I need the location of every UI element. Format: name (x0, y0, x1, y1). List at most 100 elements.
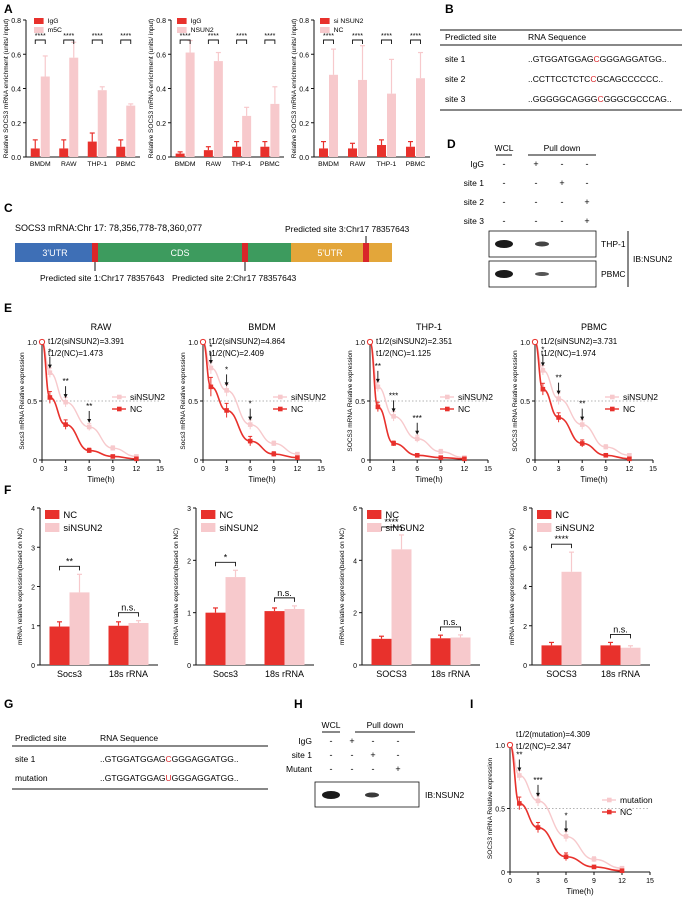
condition-label: IgG (470, 159, 484, 169)
condition-mark: - (561, 197, 564, 207)
data-point-sinsun2 (556, 396, 561, 401)
bar-igg (260, 146, 270, 157)
significance-arrowhead (47, 364, 52, 369)
legend-label: NSUN2 (191, 27, 214, 34)
bar-nc (416, 78, 425, 157)
table-header-site: Predicted site (445, 32, 497, 42)
panel-label-c: C (4, 201, 13, 215)
y-tick-label: 6 (353, 506, 357, 513)
y-axis-label: mRNA relative expression(based on NC) (339, 528, 346, 645)
x-tick-label: Socs3 (213, 669, 238, 679)
y-tick-label: 0 (523, 663, 527, 670)
legend-label: siNSUN2 (130, 392, 165, 402)
bar-igg (59, 148, 69, 157)
x-tick-label: PBMC (260, 161, 280, 168)
data-point-mutation (563, 834, 569, 839)
y-tick-label: 2 (187, 558, 191, 565)
chart-title: THP-1 (416, 322, 442, 332)
legend-label: siNSUN2 (63, 523, 102, 534)
significance-label: * (541, 345, 544, 354)
x-tick-label: 3 (557, 466, 561, 473)
data-point-nc (591, 864, 597, 870)
d-blot-label-thp1: THP-1 (601, 239, 626, 249)
g-table-header-site: Predicted site (15, 733, 67, 743)
y-tick-label: 0.8 (156, 18, 166, 25)
significance-label: **** (63, 33, 74, 40)
x-tick-label: THP-1 (87, 161, 107, 168)
x-tick-label: 3 (225, 466, 229, 473)
start-point (531, 338, 539, 346)
condition-mark: - (561, 159, 564, 169)
bar-sinsun2 (450, 637, 471, 665)
data-point-sinsun2 (247, 422, 253, 427)
y-axis-label: SOCS3 mRNA Relative expression (487, 758, 494, 860)
data-point-nc (619, 868, 625, 874)
x-tick-label: PBMC (116, 161, 136, 168)
data-point-nc (247, 438, 253, 444)
legend-swatch (177, 18, 187, 24)
significance-arrowhead (391, 408, 396, 413)
data-point-nc (556, 415, 561, 420)
condition-mark: + (533, 159, 538, 169)
y-tick-label: 0 (33, 458, 37, 465)
bar-nc (108, 625, 129, 665)
condition-label: site 3 (464, 216, 485, 226)
y-tick-label: 4 (353, 558, 357, 565)
significance-bracket (274, 597, 295, 602)
bar-igg (87, 141, 97, 157)
significance-label: * (249, 400, 252, 409)
y-tick-label: 0.8 (299, 18, 309, 25)
bar-nc (264, 611, 285, 665)
significance-label: n.s. (613, 624, 628, 634)
x-tick-label: 15 (646, 878, 654, 885)
bar-si-nsun2 (319, 148, 328, 157)
bar-m5c (69, 57, 79, 157)
x-tick-label: BMDM (30, 161, 51, 168)
x-tick-label: 9 (592, 878, 596, 885)
legend-swatch (201, 510, 216, 519)
y-tick-label: 1.0 (355, 340, 365, 347)
condition-mark: - (503, 216, 506, 226)
y-tick-label: 0 (526, 458, 530, 465)
g-row-seq-2: ..GTGGATGGAGUGGGAGGATGG.. (100, 773, 239, 783)
chart-f1-expression: 0 1 2 3 4 mRNA relative expression(based on N… (17, 506, 158, 679)
significance-label: **** (384, 517, 399, 527)
utr3-segment (15, 243, 95, 262)
legend-marker (117, 406, 122, 412)
data-point-nc (535, 825, 541, 830)
half-life-si: t1/2(siNSUN2)=3.731 (541, 337, 618, 346)
series-line-sinsun2 (41, 341, 137, 458)
bar-si-nsun2 (406, 146, 415, 157)
y-tick-label: 0.4 (299, 87, 309, 94)
legend-marker (445, 394, 450, 400)
bar-igg (116, 146, 126, 157)
condition-mark: - (561, 216, 564, 226)
x-tick-label: 9 (111, 466, 115, 473)
chart-i-mutation-decay: 0 0.5 1.0 SOCS3 mRNA Relative expression 0 3 6… (487, 730, 654, 896)
data-point-nc (627, 456, 632, 462)
condition-label: site 2 (464, 197, 485, 207)
significance-bracket (440, 626, 461, 631)
bar-sinsun2 (225, 577, 246, 665)
data-point-sinsun2 (86, 424, 92, 430)
legend-label: siNSUN2 (555, 523, 594, 534)
legend-swatch (320, 27, 330, 33)
condition-mark: + (349, 736, 354, 746)
g-seq-1-site-base: C (166, 754, 172, 764)
legend-label: NC (620, 807, 632, 817)
x-tick-label: BMDM (318, 161, 339, 168)
data-point-mutation (517, 773, 522, 778)
x-tick-label: 15 (317, 466, 325, 473)
data-point-mutation (619, 865, 625, 871)
bar-sinsun2 (284, 609, 305, 665)
y-tick-label: 0.6 (11, 52, 21, 59)
condition-mark: - (535, 178, 538, 188)
x-tick-label: THP-1 (232, 161, 252, 168)
legend-marker (607, 809, 612, 815)
significance-bracket (215, 561, 236, 567)
significance-label: n.s. (121, 603, 136, 613)
